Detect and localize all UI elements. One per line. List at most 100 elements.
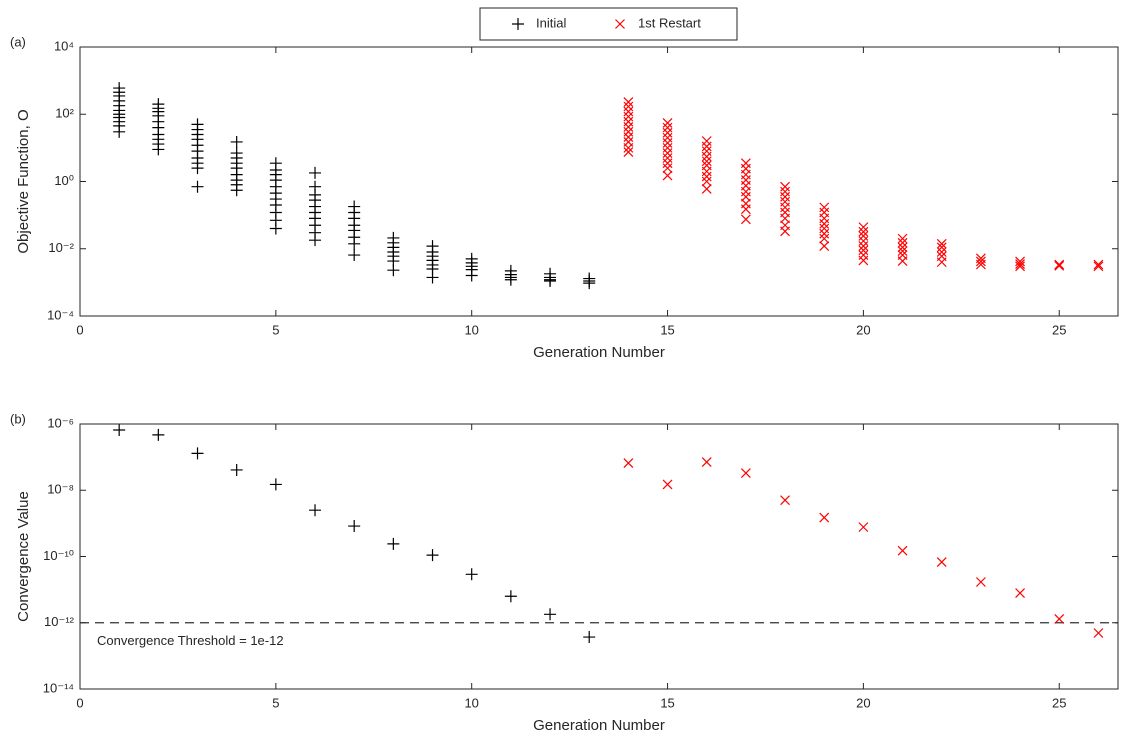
data-point [662, 118, 673, 128]
axes-background [80, 47, 1118, 316]
data-point [936, 238, 947, 249]
x-tick-label: 20 [856, 695, 870, 710]
data-point [1093, 259, 1104, 270]
data-point [662, 138, 673, 148]
data-point [858, 522, 869, 533]
data-point [701, 141, 712, 152]
data-point [858, 241, 869, 252]
data-point [897, 246, 908, 257]
y-tick-label: 10⁻¹⁴ [43, 680, 74, 695]
data-point [819, 233, 830, 244]
data-point [1015, 259, 1026, 270]
data-point [269, 478, 282, 491]
data-point [1054, 260, 1065, 271]
data-point [1015, 588, 1026, 598]
data-point [623, 97, 634, 108]
data-point [662, 163, 673, 174]
data-point [858, 222, 869, 233]
y-tick-label: 10⁻⁸ [47, 482, 74, 497]
data-point [504, 273, 517, 286]
y-tick-label: 10⁻⁴ [47, 307, 74, 322]
data-point [975, 256, 986, 267]
data-point [623, 111, 634, 122]
x-axis-label: Generation Number [533, 717, 665, 734]
data-point [897, 237, 908, 248]
axes-background [80, 424, 1118, 689]
data-point [113, 125, 126, 138]
data-point [623, 458, 634, 469]
y-tick-label: 10⁻¹⁰ [43, 548, 74, 563]
data-point [1015, 256, 1026, 267]
y-tick-label: 10⁻² [48, 240, 74, 255]
data-point [465, 568, 478, 581]
data-point [897, 545, 908, 556]
data-point [780, 191, 790, 202]
data-point [504, 590, 517, 603]
data-point [701, 457, 712, 467]
data-point [858, 255, 869, 266]
data-point [819, 202, 830, 213]
y-tick-label: 10⁰ [54, 173, 74, 188]
y-tick-label: 10² [55, 106, 74, 121]
data-point [191, 447, 204, 460]
x-tick-label: 10 [464, 695, 478, 710]
panel-label: (b) [10, 411, 26, 426]
legend-marker [615, 19, 625, 29]
threshold-label: Convergence Threshold = 1e-12 [97, 633, 284, 648]
data-point [583, 277, 596, 290]
data-point [544, 608, 557, 621]
data-point [819, 218, 830, 229]
data-point [152, 143, 165, 156]
data-point [623, 147, 634, 158]
axes-frame [79, 423, 1119, 690]
data-point [936, 247, 947, 257]
data-point [465, 269, 478, 282]
x-tick-label: 5 [272, 322, 279, 337]
data-point [623, 101, 634, 112]
y-tick-label: 10⁴ [54, 38, 74, 53]
data-point [975, 577, 986, 587]
data-point [583, 631, 596, 644]
data-point [113, 423, 126, 436]
data-point [662, 170, 673, 181]
data-point [152, 428, 165, 441]
x-tick-label: 20 [856, 322, 870, 337]
data-point [936, 257, 947, 268]
data-point [780, 495, 790, 506]
data-point [701, 184, 712, 194]
data-point [1015, 261, 1026, 272]
data-point [309, 234, 322, 247]
data-point [936, 242, 947, 253]
data-point [740, 214, 751, 225]
data-point [623, 106, 634, 117]
data-point [426, 271, 439, 284]
data-point [858, 245, 869, 256]
data-point [740, 468, 751, 478]
data-point [780, 202, 790, 213]
y-tick-label: 10⁻⁶ [47, 415, 74, 430]
data-point [975, 259, 986, 270]
x-tick-label: 25 [1052, 695, 1066, 710]
data-point [819, 241, 830, 252]
legend-label: 1st Restart [638, 15, 701, 30]
legend-marker [512, 18, 524, 30]
legend-label: Initial [536, 15, 566, 30]
data-point [662, 479, 673, 490]
data-point [1054, 614, 1065, 624]
data-point [897, 242, 908, 253]
data-point [387, 537, 400, 550]
data-point [623, 132, 634, 142]
data-point [623, 142, 634, 153]
x-tick-label: 25 [1052, 322, 1066, 337]
x-tick-label: 0 [76, 695, 83, 710]
data-point [230, 184, 243, 197]
data-point [230, 463, 243, 476]
panel-label: (a) [10, 34, 26, 49]
x-tick-label: 5 [272, 695, 279, 710]
data-point [544, 274, 557, 287]
data-point [701, 176, 712, 187]
x-tick-label: 15 [660, 322, 674, 337]
data-point [819, 228, 830, 239]
data-point [309, 166, 322, 179]
